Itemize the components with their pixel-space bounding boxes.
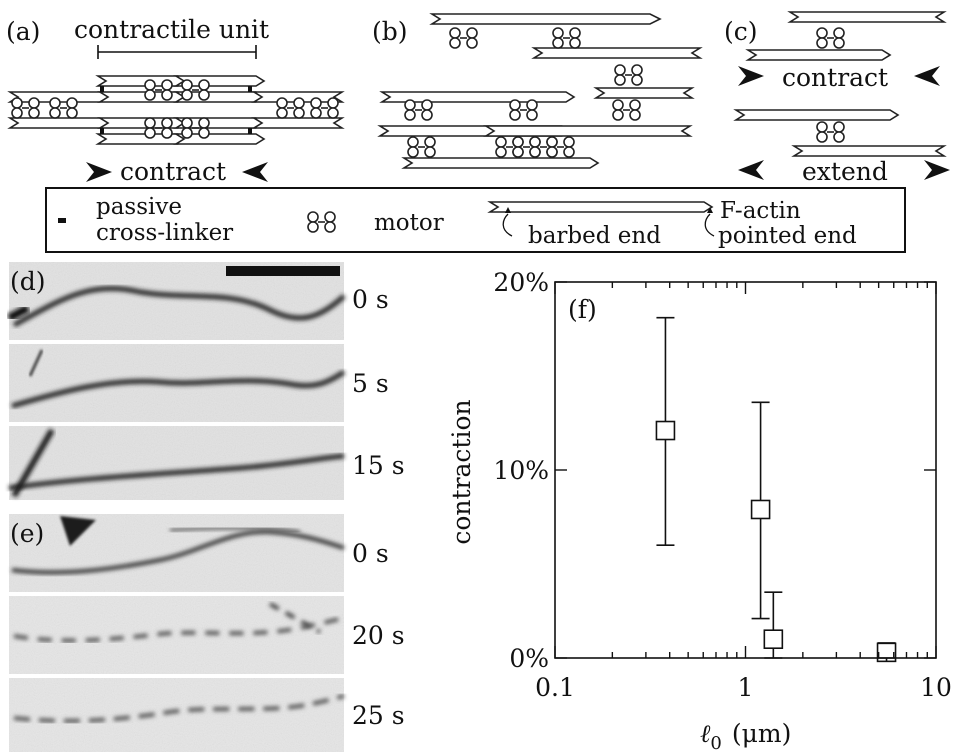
arrowhead-right-icon	[738, 66, 764, 86]
scale-bar	[226, 266, 340, 276]
time-label-d-1: 5 s	[352, 369, 389, 398]
y-tick-label: 10%	[493, 456, 549, 485]
y-axis-label: contraction	[447, 399, 476, 544]
panel-b-label: (b)	[372, 17, 408, 46]
chart-panel-label: (f)	[568, 295, 597, 324]
filament-network-b	[377, 13, 703, 169]
legend-crosslinker-line1: passive	[96, 194, 182, 220]
legend-crosslinker-line2: cross-linker	[96, 220, 233, 246]
legend-factin: F-actin	[720, 198, 801, 224]
arrowhead-left-icon	[738, 160, 764, 180]
panel-d-label: (d)	[10, 267, 46, 296]
data-point	[876, 642, 897, 663]
arrowhead-right-icon	[924, 160, 950, 180]
arrowhead-left-icon	[914, 66, 940, 86]
panel-c-label: (c)	[724, 17, 758, 46]
factin-swatch	[487, 201, 714, 213]
micrograph-e-frame3	[9, 678, 345, 752]
extend-label-c: extend	[802, 157, 888, 186]
chart-f: (f) 0.1 1 10 0% 10% 20% contraction ℓ0 (μm)	[447, 268, 952, 752]
y-tick-label: 0%	[509, 644, 549, 673]
panel-e-label: (e)	[10, 519, 44, 548]
data-point	[750, 499, 771, 520]
plot-frame	[554, 281, 937, 659]
micrograph-e: (e) 0 s 20 s 25 s	[9, 514, 405, 752]
panel-a: (a) contractile unit	[6, 15, 345, 186]
micrograph-d-frame2	[9, 344, 346, 422]
chart-points	[655, 316, 897, 663]
data-point	[655, 420, 676, 441]
time-label-e-0: 0 s	[352, 539, 389, 568]
legend-motor: motor	[374, 210, 444, 236]
arrowhead-right-icon	[86, 162, 112, 182]
chart-ticks: 0.1 1 10 0% 10% 20%	[493, 268, 951, 702]
micrograph-e-frame2	[9, 596, 345, 674]
crosslinker-swatch	[58, 218, 66, 223]
x-tick-label: 0.1	[535, 673, 575, 702]
panel-a-label: (a)	[6, 17, 40, 46]
contract-label-c: contract	[782, 63, 888, 92]
x-tick-label: 10	[920, 673, 952, 702]
micrograph-d-frame1	[7, 262, 346, 340]
contract-label-a: contract	[120, 157, 226, 186]
time-label-d-2: 15 s	[352, 451, 405, 480]
x-tick-label: 1	[738, 673, 754, 702]
filament-pair-extend	[733, 109, 947, 157]
x-axis-subscript: 0	[710, 733, 721, 752]
filament-bundle-a	[7, 75, 345, 145]
time-label-e-2: 25 s	[352, 701, 405, 730]
panel-b: (b)	[372, 13, 703, 169]
micrograph-d-frame3	[8, 426, 345, 500]
data-point	[763, 629, 784, 650]
arrowhead-left-icon	[242, 162, 268, 182]
legend-box: passive cross-linker motor F-actin barbe…	[45, 187, 906, 253]
x-axis-unit: (μm)	[732, 719, 791, 748]
panel-c: (c) contract extend	[724, 11, 950, 186]
micrograph-d: (d) 0 s 5 s 15 s	[7, 262, 405, 500]
micrograph-e-frame1	[9, 514, 345, 592]
x-axis-label: ℓ0 (μm)	[700, 719, 791, 752]
time-label-d-0: 0 s	[352, 285, 389, 314]
x-axis-symbol: ℓ	[700, 719, 711, 748]
y-tick-label: 20%	[493, 268, 549, 297]
legend-pointed-end: pointed end	[718, 223, 857, 249]
time-label-e-1: 20 s	[352, 621, 405, 650]
filament-pair-contract	[745, 11, 947, 61]
legend-barbed-end: barbed end	[528, 223, 661, 249]
contractile-unit-label: contractile unit	[74, 15, 269, 44]
contractile-unit-bracket	[97, 45, 257, 59]
